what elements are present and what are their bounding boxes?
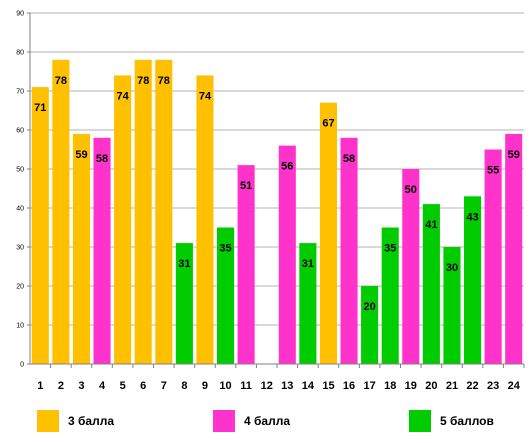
x-tick-label: 14 xyxy=(302,380,315,392)
bar xyxy=(422,204,440,364)
x-tick-label: 3 xyxy=(78,380,84,392)
bar xyxy=(52,59,70,365)
data-label: 58 xyxy=(343,153,355,165)
legend-label-3: 3 балла xyxy=(68,414,115,428)
x-tick-label: 12 xyxy=(261,380,273,392)
x-tick-label: 1 xyxy=(37,380,43,392)
bar xyxy=(134,59,152,365)
data-label: 59 xyxy=(75,149,87,161)
bar xyxy=(402,169,420,364)
legend-item-4: 4 балла xyxy=(213,409,290,433)
y-tick-label: 0 xyxy=(20,362,24,369)
data-label: 31 xyxy=(178,258,190,270)
x-tick-label: 15 xyxy=(322,380,334,392)
bar xyxy=(155,59,173,365)
x-tick-label: 22 xyxy=(466,380,478,392)
legend-item-5: 5 баллов xyxy=(409,409,494,433)
bar xyxy=(278,145,296,364)
legend-swatch-4 xyxy=(213,410,235,432)
legend-swatch-3 xyxy=(37,410,59,432)
bar xyxy=(443,247,461,364)
data-label: 56 xyxy=(281,161,293,173)
data-label: 51 xyxy=(240,180,252,192)
gridlines xyxy=(30,12,524,365)
legend-label-5: 5 баллов xyxy=(440,414,494,428)
x-tick-label: 8 xyxy=(181,380,187,392)
data-label: 58 xyxy=(96,153,108,165)
y-tick-label: 10 xyxy=(16,323,24,330)
data-label: 74 xyxy=(199,90,212,102)
y-tick-label: 30 xyxy=(16,245,24,252)
data-label: 59 xyxy=(508,149,520,161)
data-label: 78 xyxy=(137,75,149,87)
data-label: 43 xyxy=(466,211,478,223)
legend-label-4: 4 балла xyxy=(244,414,291,428)
y-tick-label: 20 xyxy=(16,284,24,291)
x-axis: 1 2 3 4 5 6 7 8 9 10 11 12 13 14 15 16 17 18 19 20 21 22 23 24 xyxy=(30,363,525,392)
x-tick-label: 6 xyxy=(140,380,146,392)
bar xyxy=(340,137,358,364)
data-label: 30 xyxy=(446,262,458,274)
x-tick-label: 4 xyxy=(99,380,106,392)
x-tick-label: 5 xyxy=(120,380,126,392)
data-label: 67 xyxy=(322,118,334,130)
y-tick-label: 50 xyxy=(16,167,24,174)
y-tick-label: 90 xyxy=(16,11,24,18)
bar xyxy=(72,133,91,364)
y-tick-label: 40 xyxy=(16,206,24,213)
bar xyxy=(114,75,132,365)
bar xyxy=(196,75,214,365)
data-label: 71 xyxy=(34,102,46,114)
x-tick-label: 10 xyxy=(219,380,231,392)
bar xyxy=(216,227,235,364)
x-tick-label: 13 xyxy=(281,380,293,392)
bar xyxy=(505,133,523,364)
data-label: 74 xyxy=(117,90,130,102)
bar xyxy=(463,196,482,364)
bar xyxy=(484,149,502,364)
data-label: 50 xyxy=(405,184,417,196)
x-tick-label: 21 xyxy=(446,380,458,392)
x-tick-label: 16 xyxy=(343,380,355,392)
x-tick-label: 19 xyxy=(405,380,417,392)
y-axis: 0 10 20 30 40 50 60 70 80 90 xyxy=(16,11,31,369)
bars: 71 78 59 58 74 78 78 31 74 35 51 56 31 67 58 20 35 50 41 30… xyxy=(31,59,523,365)
x-tick-label: 9 xyxy=(202,380,208,392)
x-tick-label: 11 xyxy=(240,380,252,392)
x-tick-label: 2 xyxy=(58,380,64,392)
bar xyxy=(319,102,338,364)
bar xyxy=(299,243,317,364)
data-label: 35 xyxy=(219,243,231,255)
y-tick-label: 70 xyxy=(16,89,24,96)
x-tick-label: 23 xyxy=(487,380,499,392)
legend-swatch-5 xyxy=(409,410,431,432)
data-label: 78 xyxy=(55,75,67,87)
data-label: 20 xyxy=(364,301,376,313)
data-label: 78 xyxy=(158,75,170,87)
y-tick-label: 80 xyxy=(16,50,24,57)
x-tick-label: 18 xyxy=(384,380,396,392)
data-label: 31 xyxy=(302,258,314,270)
legend-item-3: 3 балла xyxy=(37,409,114,433)
x-tick-label: 17 xyxy=(364,380,376,392)
bar xyxy=(381,227,399,364)
x-tick-label: 24 xyxy=(508,380,521,392)
bar xyxy=(31,87,49,364)
x-tick-label: 20 xyxy=(425,380,437,392)
x-tick-label: 7 xyxy=(161,380,167,392)
y-tick-label: 60 xyxy=(16,128,24,135)
data-label: 35 xyxy=(384,243,396,255)
bar xyxy=(237,165,255,364)
data-label: 55 xyxy=(487,165,499,177)
data-label: 41 xyxy=(425,219,437,231)
bar xyxy=(361,286,379,364)
bar xyxy=(175,243,193,364)
bar xyxy=(93,137,111,364)
